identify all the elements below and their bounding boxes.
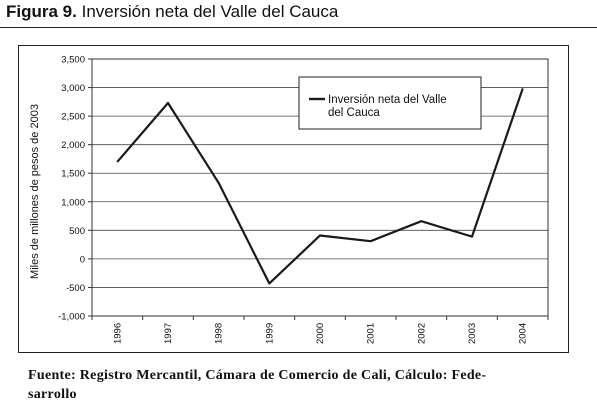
- legend: [298, 76, 482, 130]
- y-tick-label: -1,000: [58, 312, 85, 323]
- x-tick-label: 1997: [163, 323, 174, 344]
- x-tick-label: 2002: [416, 323, 427, 344]
- data-point: [319, 234, 321, 237]
- x-tick-label: 1996: [112, 323, 123, 344]
- y-tick-label: 3,000: [61, 83, 85, 94]
- y-tick-label: 1,000: [61, 197, 85, 208]
- data-point: [116, 161, 118, 163]
- title-divider: [0, 27, 597, 28]
- source-note: Fuente: Registro Mercantil, Cámara de Co…: [28, 366, 568, 404]
- y-tick-label: 2,000: [61, 140, 85, 151]
- y-tick-label: 2,500: [61, 112, 85, 123]
- y-tick-label: 3,500: [61, 55, 85, 66]
- source-line-2: sarrollo: [28, 387, 77, 402]
- x-tick-label: 1998: [214, 323, 225, 344]
- data-point: [218, 182, 220, 184]
- y-tick-label: -500: [66, 283, 85, 294]
- legend-label-line-1: Inversión neta del Valle: [328, 94, 447, 106]
- y-axis-label: Miles de millones de pesos de 2003: [29, 104, 41, 279]
- data-point: [370, 240, 372, 242]
- data-point: [268, 282, 270, 285]
- x-tick-label: 2003: [467, 323, 478, 344]
- figure-number: Figura 9.: [6, 2, 77, 21]
- figure-title: Figura 9. Inversión neta del Valle del C…: [6, 2, 338, 22]
- legend-label-line-2: del Cauca: [328, 107, 380, 119]
- y-tick-label: 0: [80, 254, 85, 265]
- line-chart: -1,000 -500 0 500 1,000 1,500 2,000 2,500 3,000 3…: [29, 55, 549, 344]
- figure-title-text: Inversión neta del Valle del Cauca: [81, 2, 339, 21]
- data-point: [167, 102, 169, 104]
- source-line-1: Fuente: Registro Mercantil, Cámara de Co…: [28, 368, 487, 383]
- y-tick-label: 500: [69, 226, 85, 237]
- x-tick-label: 2004: [518, 323, 529, 344]
- data-point: [522, 88, 524, 90]
- y-tick-label: 1,500: [61, 169, 85, 180]
- data-point: [420, 220, 422, 222]
- x-tick-label: 2000: [315, 323, 326, 344]
- data-point: [471, 236, 473, 238]
- chart-frame: -1,000 -500 0 500 1,000 1,500 2,000 2,500 3,000 3…: [18, 45, 569, 353]
- plot-area: [91, 58, 549, 317]
- x-tick-label: 2001: [366, 323, 377, 344]
- x-tick-label: 1999: [264, 323, 275, 344]
